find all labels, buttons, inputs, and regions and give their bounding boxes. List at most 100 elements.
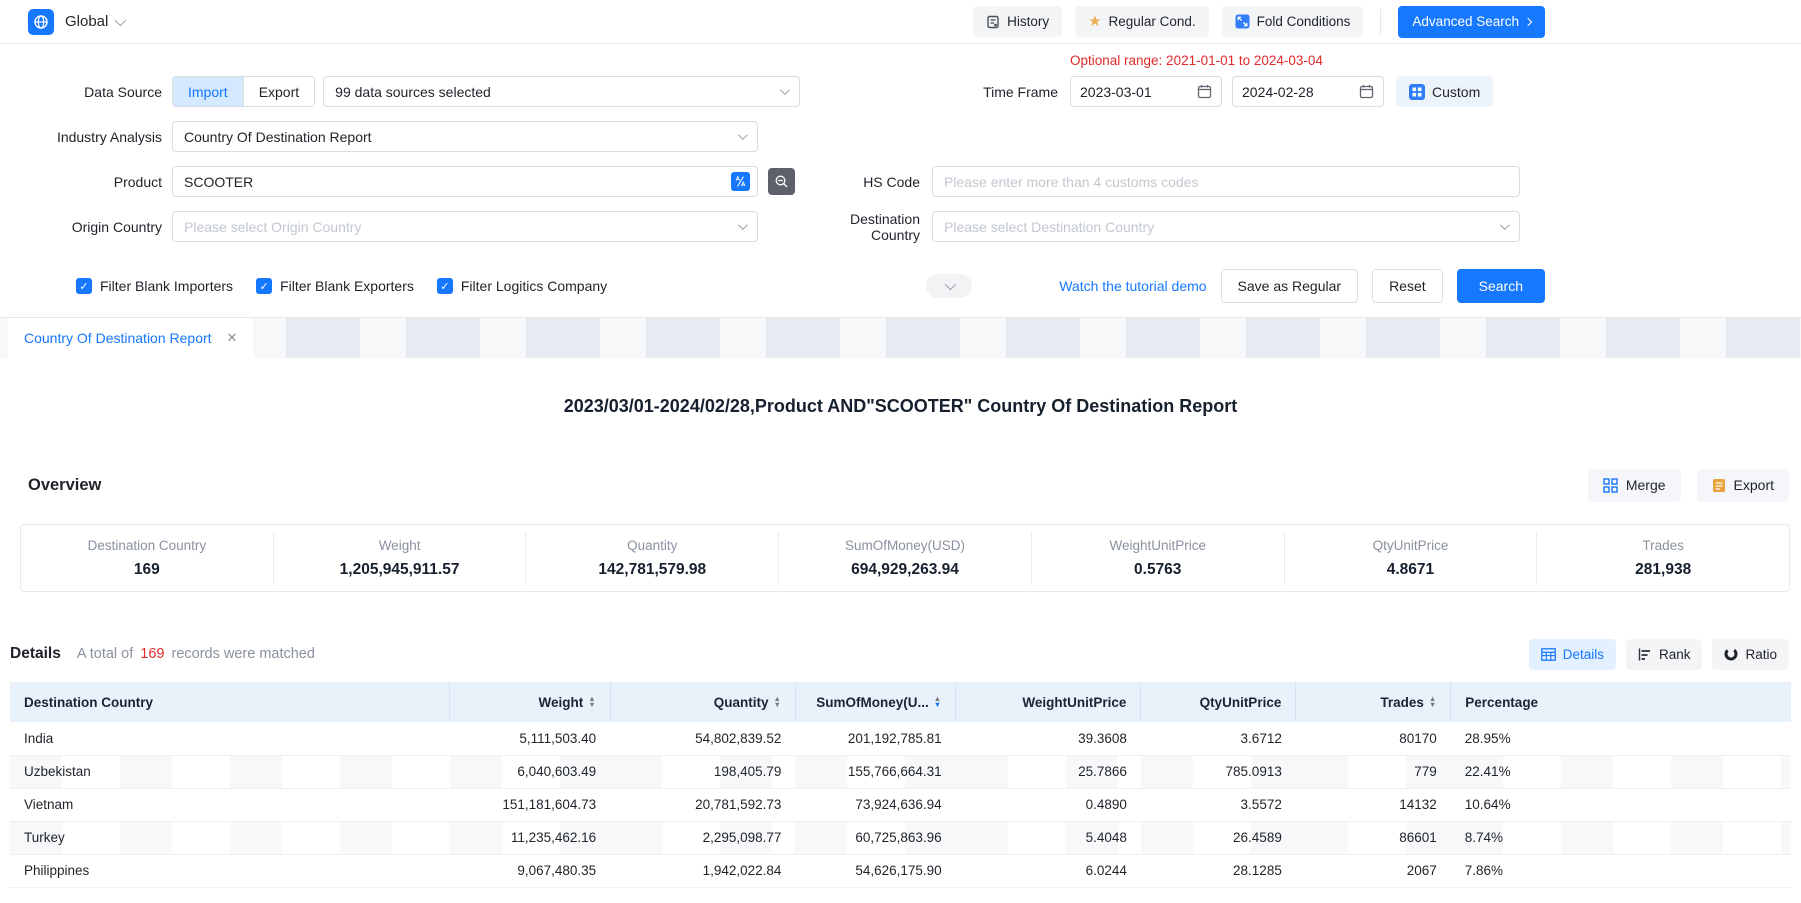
overview-stat: Weight 1,205,945,911.57 (273, 532, 526, 585)
history-icon (986, 15, 1000, 29)
origin-country-select[interactable]: Please select Origin Country (172, 211, 758, 242)
table-row[interactable]: Uzbekistan6,040,603.49198,405.79155,766,… (10, 755, 1791, 788)
cell-value: 54,802,839.52 (610, 722, 795, 755)
cell-value: 60,725,863.96 (795, 821, 955, 854)
exclude-keyword-icon[interactable] (768, 168, 795, 195)
custom-range-button[interactable]: Custom (1396, 76, 1493, 107)
pie-chart-icon-button[interactable]: Ratio (1712, 639, 1789, 670)
cell-value: 779 (1296, 755, 1451, 788)
chevron-down-icon (945, 279, 956, 290)
details-heading: Details (10, 645, 61, 663)
fold-conditions-button[interactable]: Fold Conditions (1222, 6, 1364, 37)
filter-checkbox[interactable]: ✓ Filter Blank Exporters (256, 278, 414, 294)
bar-chart-icon (1638, 648, 1652, 661)
tutorial-link[interactable]: Watch the tutorial demo (1059, 278, 1206, 294)
cell-value: 26.4589 (1141, 821, 1296, 854)
merge-icon (1603, 478, 1618, 493)
sort-icon[interactable]: ▲▼ (1429, 696, 1436, 708)
column-header[interactable]: Trades▲▼ (1296, 682, 1451, 722)
search-button[interactable]: Search (1457, 269, 1545, 303)
stat-label: QtyUnitPrice (1285, 538, 1537, 553)
industry-analysis-label: Industry Analysis (0, 129, 162, 145)
cell-value: 20,781,592.73 (610, 788, 795, 821)
region-selector-label[interactable]: Global (65, 13, 108, 30)
origin-country-label: Origin Country (0, 219, 162, 235)
cell-value: 2,295,098.77 (610, 821, 795, 854)
cell-value: 54,626,175.90 (795, 854, 955, 887)
chevron-down-icon[interactable] (115, 14, 126, 25)
calendar-icon (1197, 84, 1212, 99)
stat-value: 0.5763 (1032, 561, 1284, 579)
table-row[interactable]: India5,111,503.4054,802,839.52201,192,78… (10, 722, 1791, 755)
cell-value: 22.41% (1451, 755, 1791, 788)
cell-value: 3.5572 (1141, 788, 1296, 821)
translate-icon[interactable] (731, 172, 750, 191)
regular-cond-button[interactable]: ★ Regular Cond. (1075, 6, 1209, 37)
cell-value: 5,111,503.40 (450, 722, 610, 755)
filter-checkbox[interactable]: ✓ Filter Blank Importers (76, 278, 233, 294)
sort-icon[interactable]: ▲▼ (588, 696, 595, 708)
cell-value: 80170 (1296, 722, 1451, 755)
view-details-button[interactable]: Details (1529, 639, 1616, 670)
star-icon: ★ (1088, 15, 1101, 29)
table-row[interactable]: Philippines9,067,480.351,942,022.8454,62… (10, 854, 1791, 887)
product-label: Product (0, 174, 162, 190)
data-sources-select[interactable]: 99 data sources selected (323, 76, 800, 107)
divider (1380, 9, 1381, 35)
time-frame-label: Time Frame (800, 84, 1058, 100)
calendar-icon (1359, 84, 1374, 99)
stat-label: Destination Country (21, 538, 273, 553)
cell-value: 201,192,785.81 (795, 722, 955, 755)
cell-value: 785.0913 (1141, 755, 1296, 788)
cell-country: India (10, 722, 450, 755)
column-header: Destination Country (10, 682, 450, 722)
table-body: India5,111,503.4054,802,839.52201,192,78… (10, 722, 1791, 887)
advanced-search-button[interactable]: Advanced Search (1398, 6, 1545, 38)
merge-button[interactable]: Merge (1588, 469, 1681, 502)
cell-value: 3.6712 (1141, 722, 1296, 755)
export-button[interactable]: Export (1697, 469, 1789, 502)
import-toggle[interactable]: Import (173, 77, 243, 106)
column-header: QtyUnitPrice (1141, 682, 1296, 722)
hs-code-input[interactable]: Please enter more than 4 customs codes (932, 166, 1520, 197)
history-button[interactable]: History (973, 6, 1062, 37)
cell-value: 1,942,022.84 (610, 854, 795, 887)
search-form: Data Source Import Export 99 data source… (0, 44, 1801, 318)
cell-country: Vietnam (10, 788, 450, 821)
column-header[interactable]: Weight▲▼ (450, 682, 610, 722)
stat-label: Weight (274, 538, 526, 553)
tab-country-of-destination-report[interactable]: Country Of Destination Report ✕ (8, 318, 253, 358)
chevron-down-icon (738, 220, 748, 230)
tab-strip: Country Of Destination Report ✕ (0, 318, 1801, 358)
table-row[interactable]: Turkey11,235,462.162,295,098.7760,725,86… (10, 821, 1791, 854)
product-input[interactable]: SCOOTER (172, 166, 758, 197)
sort-icon[interactable]: ▲▼ (934, 696, 941, 708)
cell-value: 155,766,664.31 (795, 755, 955, 788)
checkbox-checked-icon: ✓ (76, 278, 92, 294)
export-toggle[interactable]: Export (243, 77, 314, 106)
table-row[interactable]: Vietnam151,181,604.7320,781,592.7373,924… (10, 788, 1791, 821)
cell-value: 9,067,480.35 (450, 854, 610, 887)
close-icon[interactable]: ✕ (227, 330, 238, 346)
column-header[interactable]: Quantity▲▼ (610, 682, 795, 722)
destination-country-select[interactable]: Please select Destination Country (932, 211, 1520, 242)
end-date-input[interactable]: 2024-02-28 (1232, 76, 1384, 107)
industry-analysis-select[interactable]: Country Of Destination Report (172, 121, 758, 152)
reset-button[interactable]: Reset (1372, 269, 1443, 303)
filter-checkbox[interactable]: ✓ Filter Logitics Company (437, 278, 607, 294)
stat-value: 694,929,263.94 (779, 561, 1031, 579)
overview-stat: WeightUnitPrice 0.5763 (1031, 532, 1284, 585)
start-date-input[interactable]: 2023-03-01 (1070, 76, 1222, 107)
column-header[interactable]: SumOfMoney(U...▲▼ (795, 682, 955, 722)
cell-value: 86601 (1296, 821, 1451, 854)
table-header-row: Destination CountryWeight▲▼Quantity▲▼Sum… (10, 682, 1791, 722)
save-as-regular-button[interactable]: Save as Regular (1221, 269, 1359, 303)
view-rank-button[interactable]: Rank (1626, 639, 1703, 670)
cell-value: 14132 (1296, 788, 1451, 821)
cell-value: 25.7866 (956, 755, 1141, 788)
cell-value: 0.4890 (956, 788, 1141, 821)
sort-icon[interactable]: ▲▼ (773, 696, 780, 708)
optional-range-text: Optional range: 2021-01-01 to 2024-03-04 (1070, 53, 1323, 68)
stat-value: 142,781,579.98 (526, 561, 778, 579)
collapse-form-button[interactable] (926, 274, 972, 298)
